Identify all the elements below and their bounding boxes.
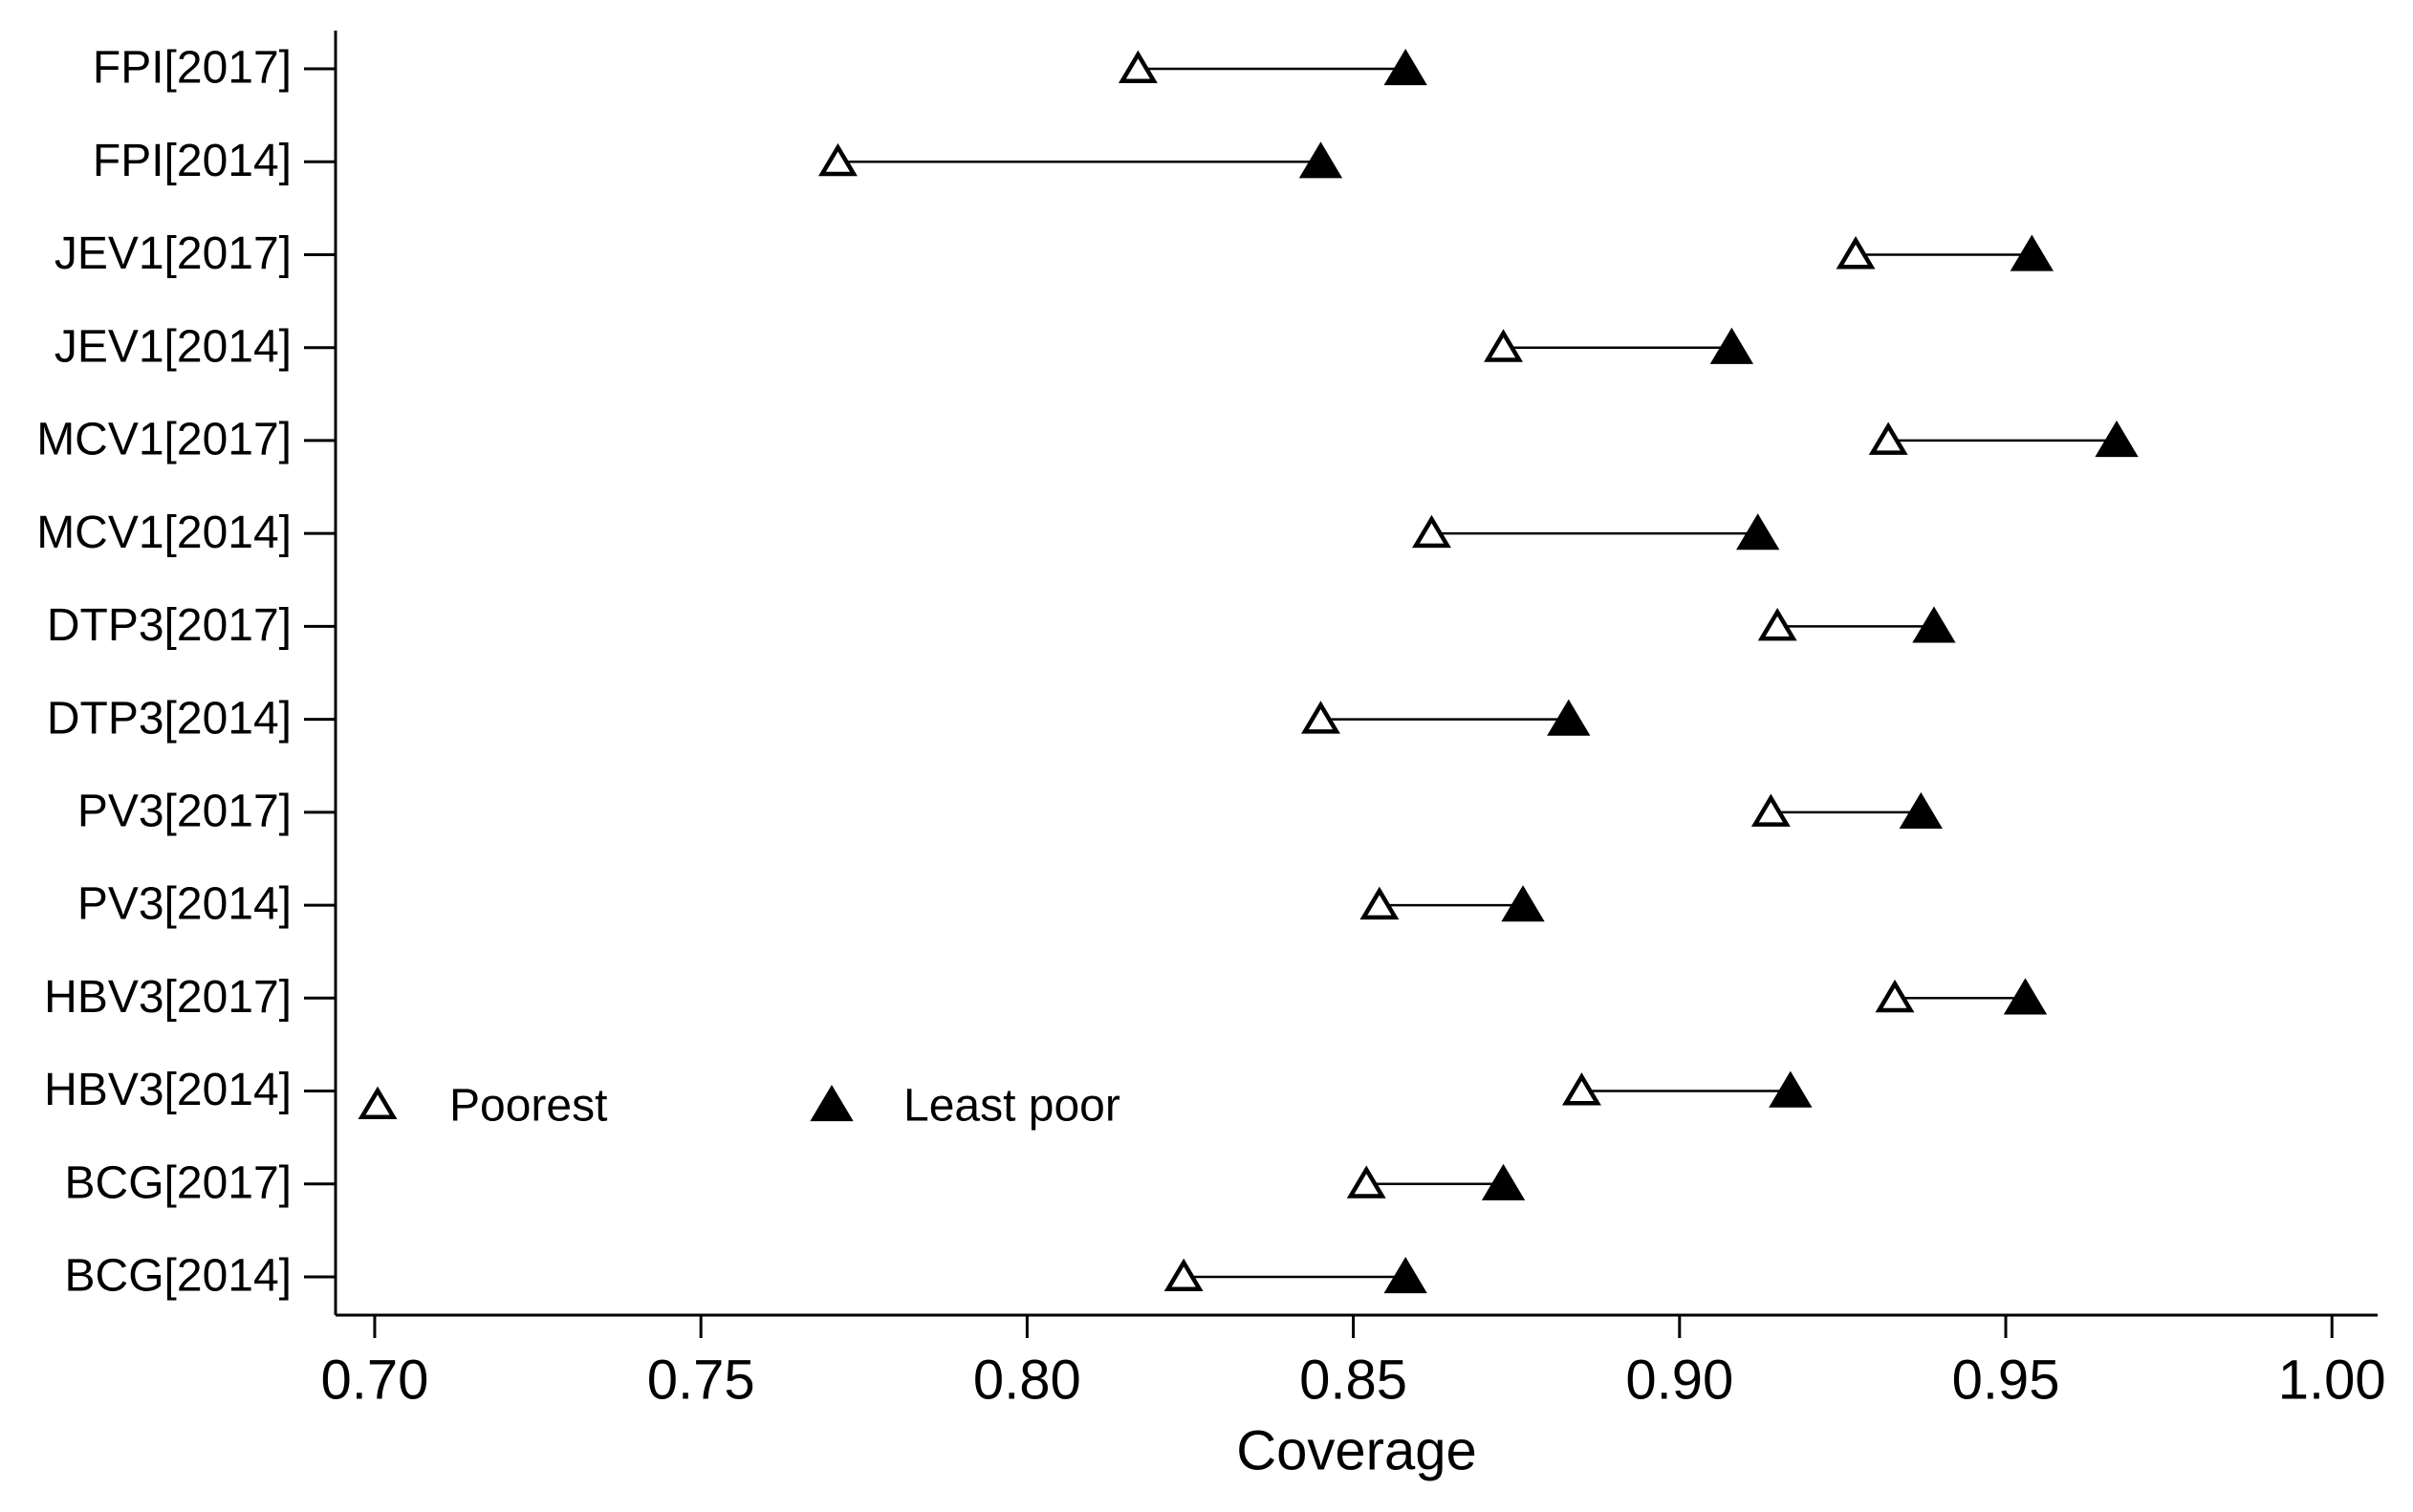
point bbox=[1868, 421, 1908, 455]
point bbox=[1412, 514, 1451, 549]
point bbox=[2010, 234, 2054, 271]
x-tick-label: 0.90 bbox=[1625, 1349, 1733, 1411]
point bbox=[1736, 513, 1780, 551]
point bbox=[1301, 701, 1340, 734]
point bbox=[1709, 327, 1754, 364]
point bbox=[1118, 50, 1158, 83]
point bbox=[1561, 1072, 1601, 1106]
x-tick-label: 0.75 bbox=[647, 1349, 755, 1411]
point bbox=[1501, 885, 1545, 922]
y-tick-label: FPI[2014] bbox=[93, 136, 292, 186]
y-tick-label: MCV1[2017] bbox=[36, 415, 292, 465]
point bbox=[1757, 607, 1797, 641]
y-tick-label: DTP3[2017] bbox=[47, 600, 292, 651]
x-axis-label: Coverage bbox=[1236, 1419, 1476, 1481]
y-tick-label: BCG[2014] bbox=[65, 1251, 292, 1302]
point bbox=[1912, 606, 1956, 643]
point bbox=[1769, 1070, 1813, 1108]
point bbox=[1750, 793, 1791, 827]
point bbox=[1899, 791, 1943, 829]
y-tick-label: BCG[2017] bbox=[65, 1157, 292, 1208]
x-tick-label: 1.00 bbox=[2278, 1349, 2386, 1411]
point bbox=[1359, 886, 1400, 920]
y-tick-label: DTP3[2014] bbox=[47, 693, 292, 744]
legend-marker bbox=[810, 1085, 854, 1122]
point bbox=[818, 142, 858, 177]
point bbox=[1481, 1163, 1526, 1200]
y-tick-label: HBV3[2017] bbox=[44, 972, 292, 1023]
point bbox=[1484, 329, 1524, 362]
legend-label: Least poor bbox=[903, 1081, 1120, 1132]
y-tick-label: JEV1[2017] bbox=[54, 228, 292, 279]
point bbox=[1383, 1257, 1427, 1294]
point bbox=[1875, 979, 1915, 1013]
point bbox=[2003, 978, 2048, 1015]
y-tick-label: PV3[2017] bbox=[77, 787, 292, 837]
legend-marker bbox=[358, 1086, 398, 1119]
point bbox=[1383, 49, 1427, 86]
y-tick-label: MCV1[2014] bbox=[36, 508, 292, 558]
x-tick-label: 0.85 bbox=[1299, 1349, 1407, 1411]
x-tick-label: 0.95 bbox=[1952, 1349, 2060, 1411]
point bbox=[1547, 699, 1591, 736]
point bbox=[1163, 1258, 1204, 1291]
y-tick-label: HBV3[2014] bbox=[44, 1065, 292, 1115]
x-tick-label: 0.80 bbox=[973, 1349, 1081, 1411]
y-tick-label: PV3[2014] bbox=[77, 879, 292, 930]
y-tick-label: FPI[2017] bbox=[93, 43, 292, 94]
y-tick-label: JEV1[2014] bbox=[54, 321, 292, 372]
x-tick-label: 0.70 bbox=[321, 1349, 429, 1411]
point bbox=[1346, 1165, 1386, 1199]
point bbox=[1836, 236, 1876, 270]
point bbox=[1298, 141, 1343, 179]
point bbox=[2095, 420, 2139, 458]
legend-label: Poorest bbox=[449, 1081, 607, 1132]
